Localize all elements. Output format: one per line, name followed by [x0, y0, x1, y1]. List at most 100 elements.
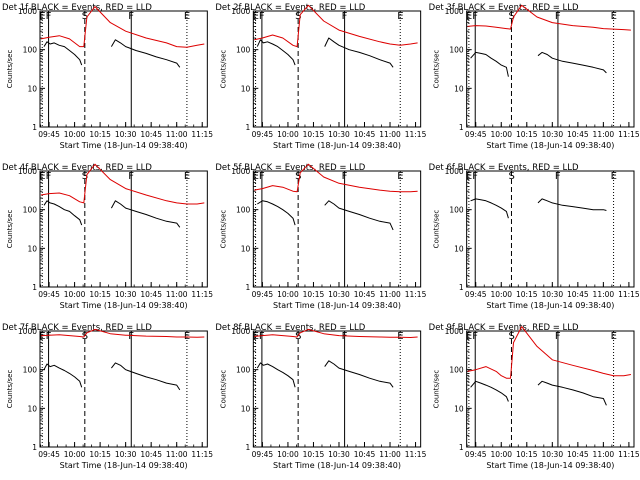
- x-tick-label: 09:45: [38, 130, 60, 139]
- marker-letter-f: F: [472, 331, 478, 342]
- y-axis-label: Counts/sec: [219, 210, 227, 249]
- x-tick-label: 10:00: [277, 290, 299, 299]
- y-tick-label: 1: [459, 283, 464, 292]
- x-tick-label: 09:45: [465, 290, 487, 299]
- y-tick-label: 1: [32, 283, 37, 292]
- marker-letter-s: S: [295, 171, 301, 182]
- x-tick-label: 11:15: [618, 290, 640, 299]
- y-tick-label: 10: [241, 244, 251, 253]
- x-tick-label: 09:45: [38, 450, 60, 459]
- x-tick-label: 10:45: [567, 450, 589, 459]
- x-tick-label: 11:15: [405, 450, 427, 459]
- events-series-line: [324, 37, 394, 68]
- x-axis-label: Start Time (18-Jun-14 09:38:40): [273, 141, 401, 150]
- plot-frame: [39, 10, 208, 128]
- marker-letter-s: S: [82, 171, 88, 182]
- events-series-line: [43, 41, 83, 66]
- y-tick-label: 10: [27, 404, 37, 413]
- marker-letter-e: E: [397, 171, 403, 182]
- events-series-line: [256, 362, 296, 388]
- x-tick-label: 11:00: [593, 130, 615, 139]
- events-series-line: [256, 39, 296, 66]
- x-tick-label: 10:45: [140, 450, 162, 459]
- x-tick-label: 11:00: [166, 290, 188, 299]
- plot-frame: [252, 10, 422, 128]
- y-tick-label: 1000: [18, 7, 37, 16]
- x-tick-label: 10:45: [567, 130, 589, 139]
- x-tick-label: 10:45: [354, 130, 376, 139]
- x-axis-label: Start Time (18-Jun-14 09:38:40): [273, 461, 401, 470]
- x-tick-label: 10:30: [328, 290, 350, 299]
- x-tick-label: 11:15: [191, 130, 213, 139]
- y-tick-label: 1: [32, 123, 37, 132]
- marker-letter-s: S: [508, 171, 514, 182]
- panel-title: Det 7f BLACK = Events, RED = LLD: [2, 323, 152, 333]
- events-series-line: [43, 363, 83, 388]
- x-tick-label: 10:00: [64, 130, 86, 139]
- marker-letter-e: E: [253, 171, 259, 182]
- panel-title: Det 1f BLACK = Events, RED = LLD: [2, 3, 152, 13]
- marker-letter-f: F: [128, 11, 134, 22]
- lld-series-line: [40, 6, 205, 48]
- x-tick-label: 11:15: [618, 450, 640, 459]
- x-tick-label: 11:00: [593, 290, 615, 299]
- y-axis-label: Counts/sec: [6, 210, 14, 249]
- x-tick-label: 11:15: [405, 130, 427, 139]
- panel-det-8f: Det 8f BLACK = Events, RED = LLD 1 10 100 10…: [215, 323, 426, 470]
- y-tick-label: 100: [23, 366, 38, 375]
- x-tick-label: 10:30: [541, 130, 563, 139]
- panel-det-2f: Det 2f BLACK = Events, RED = LLD 1 10 100 10…: [215, 3, 426, 150]
- plot-frame: [466, 330, 635, 448]
- plot-frame: [252, 170, 422, 288]
- marker-letter-s: S: [82, 11, 88, 22]
- panel-det-1f: Det 1f BLACK = Events, RED = LLD 1 10 100 10…: [2, 3, 213, 150]
- y-tick-label: 1000: [18, 327, 37, 336]
- x-tick-label: 09:45: [465, 130, 487, 139]
- marker-letter-e: E: [466, 171, 472, 182]
- panel-det-6f: Det 6f BLACK = Events, RED = LLD 1 10 100 10…: [429, 163, 640, 310]
- y-tick-label: 100: [23, 206, 38, 215]
- y-tick-label: 100: [449, 46, 464, 55]
- x-tick-label: 10:00: [64, 290, 86, 299]
- panel-det-3f: Det 3f BLACK = Events, RED = LLD 1 10 100 10…: [429, 3, 640, 150]
- x-tick-label: 10:00: [277, 130, 299, 139]
- x-tick-label: 10:15: [303, 130, 325, 139]
- marker-letter-e: E: [611, 331, 617, 342]
- x-tick-label: 10:00: [490, 450, 512, 459]
- y-tick-label: 1: [246, 443, 251, 452]
- marker-letter-s: S: [295, 331, 301, 342]
- events-series-line: [111, 362, 181, 391]
- x-tick-label: 11:15: [618, 130, 640, 139]
- y-axis-label: Counts/sec: [6, 50, 14, 89]
- x-tick-label: 09:45: [38, 290, 60, 299]
- events-series-line: [470, 380, 509, 402]
- panel-title: Det 2f BLACK = Events, RED = LLD: [215, 3, 365, 13]
- x-axis-label: Start Time (18-Jun-14 09:38:40): [486, 141, 614, 150]
- lld-series-line: [254, 4, 418, 48]
- y-tick-label: 10: [241, 404, 251, 413]
- x-axis-label: Start Time (18-Jun-14 09:38:40): [273, 301, 401, 310]
- y-tick-label: 10: [241, 84, 251, 93]
- panel-title: Det 5f BLACK = Events, RED = LLD: [215, 163, 365, 173]
- y-tick-label: 100: [449, 206, 464, 215]
- marker-letter-e: E: [39, 11, 45, 22]
- y-tick-label: 1: [246, 283, 251, 292]
- x-tick-label: 10:15: [516, 130, 538, 139]
- x-tick-label: 10:45: [354, 450, 376, 459]
- y-tick-label: 100: [23, 46, 38, 55]
- marker-letter-e: E: [397, 11, 403, 22]
- x-axis-label: Start Time (18-Jun-14 09:38:40): [60, 301, 188, 310]
- marker-letter-e: E: [466, 331, 472, 342]
- x-tick-label: 11:15: [191, 290, 213, 299]
- marker-letter-e: E: [184, 11, 190, 22]
- x-tick-label: 10:00: [64, 450, 86, 459]
- x-tick-label: 11:00: [166, 450, 188, 459]
- marker-letter-f: F: [342, 171, 348, 182]
- x-tick-label: 10:15: [89, 450, 111, 459]
- events-series-line: [324, 200, 394, 231]
- x-tick-label: 09:45: [252, 450, 274, 459]
- marker-letter-f: F: [342, 331, 348, 342]
- panel-det-5f: Det 5f BLACK = Events, RED = LLD 1 10 100 10…: [215, 163, 426, 310]
- events-series-line: [43, 200, 83, 226]
